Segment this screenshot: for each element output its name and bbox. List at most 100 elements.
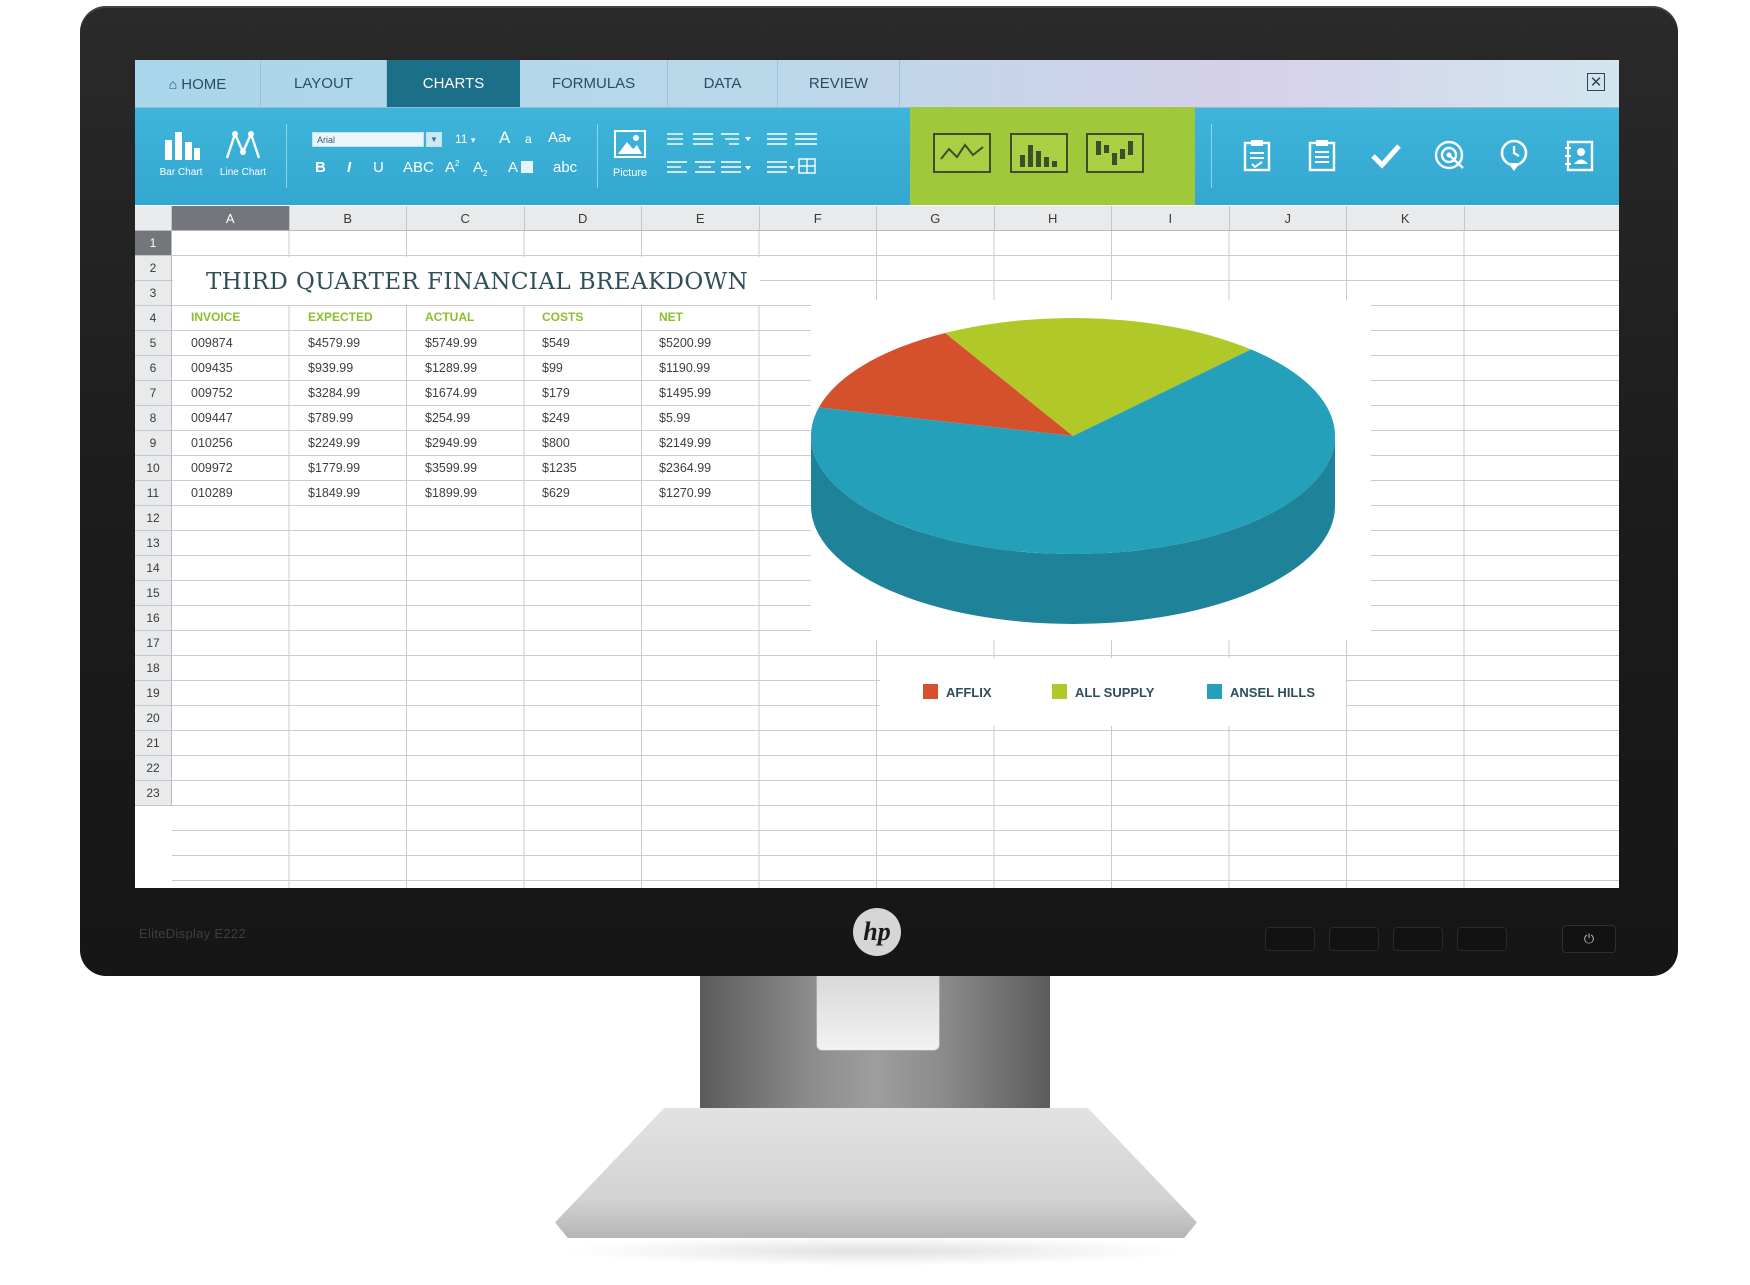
power-button[interactable]: ⏻ — [1562, 925, 1616, 953]
row-header-4[interactable]: 4 — [135, 306, 172, 331]
cell-actual-4[interactable]: $254.99 — [425, 411, 471, 425]
cell-actual-5[interactable]: $2949.99 — [425, 436, 478, 450]
clock-pin-icon[interactable] — [1497, 138, 1531, 172]
strikethrough-button[interactable]: ABC — [403, 159, 434, 176]
shrink-font-button[interactable]: a — [525, 132, 532, 146]
column-chart-style[interactable] — [1010, 133, 1068, 173]
row-header-2[interactable]: 2 — [135, 256, 172, 281]
cell-net-7[interactable]: $1270.99 — [659, 486, 712, 500]
tab-layout[interactable]: LAYOUT — [261, 60, 387, 107]
subscript-button[interactable]: A2 — [473, 159, 488, 178]
column-header-c[interactable]: C — [407, 206, 525, 230]
select-all-corner[interactable] — [135, 206, 172, 230]
cell-actual-1[interactable]: $5749.99 — [425, 336, 478, 350]
row-header-14[interactable]: 14 — [135, 556, 172, 581]
header-invoice[interactable]: INVOICE — [191, 310, 241, 324]
cell-costs-3[interactable]: $179 — [542, 386, 570, 400]
column-header-g[interactable]: G — [877, 206, 995, 230]
highlight-button[interactable]: A — [508, 159, 534, 176]
column-header-a[interactable]: A — [172, 206, 290, 230]
legend-ansel-hills[interactable]: ANSEL HILLS — [1207, 684, 1315, 700]
row-header-8[interactable]: 8 — [135, 406, 172, 431]
row-header-22[interactable]: 22 — [135, 756, 172, 781]
header-actual[interactable]: ACTUAL — [425, 310, 475, 324]
contact-book-icon[interactable] — [1562, 138, 1596, 172]
cell-actual-2[interactable]: $1289.99 — [425, 361, 478, 375]
row-header-17[interactable]: 17 — [135, 631, 172, 656]
cell-net-1[interactable]: $5200.99 — [659, 336, 712, 350]
column-header-d[interactable]: D — [525, 206, 642, 230]
cell-costs-7[interactable]: $629 — [542, 486, 570, 500]
superscript-button[interactable]: A2 — [445, 159, 460, 176]
checkmark-icon[interactable] — [1369, 138, 1403, 172]
font-name-input[interactable]: Arial — [312, 132, 424, 147]
close-icon[interactable]: ✕ — [1587, 73, 1605, 91]
cell-invoice-6[interactable]: 009972 — [191, 461, 233, 475]
line-chart-style[interactable] — [933, 133, 991, 173]
column-header-i[interactable]: I — [1112, 206, 1230, 230]
clipboard-edit-icon[interactable] — [1240, 138, 1274, 172]
tab-home[interactable]: ⌂ HOME — [135, 60, 261, 107]
paragraph-tools[interactable] — [665, 128, 825, 188]
target-icon[interactable] — [1433, 138, 1467, 172]
monitor-button-1[interactable] — [1265, 927, 1315, 951]
tab-charts[interactable]: CHARTS — [387, 60, 520, 107]
row-header-21[interactable]: 21 — [135, 731, 172, 756]
cell-costs-4[interactable]: $249 — [542, 411, 570, 425]
cell-costs-6[interactable]: $1235 — [542, 461, 577, 475]
cell-invoice-7[interactable]: 010289 — [191, 486, 233, 500]
header-expected[interactable]: EXPECTED — [308, 310, 373, 324]
underline-button[interactable]: U — [373, 159, 384, 176]
row-header-3[interactable]: 3 — [135, 281, 172, 306]
column-header-h[interactable]: H — [995, 206, 1112, 230]
grow-font-button[interactable]: A — [499, 128, 511, 147]
column-header-b[interactable]: B — [290, 206, 407, 230]
cell-net-6[interactable]: $2364.99 — [659, 461, 712, 475]
row-header-15[interactable]: 15 — [135, 581, 172, 606]
row-header-12[interactable]: 12 — [135, 506, 172, 531]
cell-net-4[interactable]: $5.99 — [659, 411, 691, 425]
row-header-19[interactable]: 19 — [135, 681, 172, 706]
font-dropdown-icon[interactable]: ▼ — [426, 132, 442, 147]
column-header-e[interactable]: E — [642, 206, 760, 230]
row-header-1[interactable]: 1 — [135, 231, 172, 256]
row-header-23[interactable]: 23 — [135, 781, 172, 806]
monitor-button-2[interactable] — [1329, 927, 1379, 951]
row-header-10[interactable]: 10 — [135, 456, 172, 481]
row-header-6[interactable]: 6 — [135, 356, 172, 381]
font-size-select[interactable]: 11 ▾ — [455, 132, 476, 146]
column-header-f[interactable]: F — [760, 206, 877, 230]
row-header-20[interactable]: 20 — [135, 706, 172, 731]
pie-chart[interactable] — [810, 300, 1371, 640]
cell-expected-4[interactable]: $789.99 — [308, 411, 354, 425]
cell-invoice-1[interactable]: 009874 — [191, 336, 233, 350]
tab-data[interactable]: DATA — [668, 60, 778, 107]
cell-invoice-5[interactable]: 010256 — [191, 436, 233, 450]
cell-costs-2[interactable]: $99 — [542, 361, 563, 375]
row-header-13[interactable]: 13 — [135, 531, 172, 556]
legend-afflix[interactable]: AFFLIX — [923, 684, 992, 700]
column-header-j[interactable]: J — [1230, 206, 1347, 230]
row-header-7[interactable]: 7 — [135, 381, 172, 406]
cell-invoice-4[interactable]: 009447 — [191, 411, 233, 425]
bar-chart-button[interactable] — [161, 128, 201, 164]
cell-actual-7[interactable]: $1899.99 — [425, 486, 478, 500]
clipboard-list-icon[interactable] — [1305, 138, 1339, 172]
bold-button[interactable]: B — [315, 159, 326, 176]
change-case-button[interactable]: Aa▾ — [548, 129, 571, 146]
cell-net-2[interactable]: $1190.99 — [659, 361, 711, 375]
cell-costs-5[interactable]: $800 — [542, 436, 570, 450]
cell-actual-6[interactable]: $3599.99 — [425, 461, 478, 475]
cell-expected-7[interactable]: $1849.99 — [308, 486, 361, 500]
stock-chart-style[interactable] — [1086, 133, 1144, 173]
cell-expected-3[interactable]: $3284.99 — [308, 386, 361, 400]
italic-button[interactable]: I — [347, 159, 352, 176]
row-header-5[interactable]: 5 — [135, 331, 172, 356]
row-header-9[interactable]: 9 — [135, 431, 172, 456]
cell-actual-3[interactable]: $1674.99 — [425, 386, 478, 400]
monitor-button-4[interactable] — [1457, 927, 1507, 951]
header-costs[interactable]: COSTS — [542, 310, 584, 324]
row-header-18[interactable]: 18 — [135, 656, 172, 681]
cell-costs-1[interactable]: $549 — [542, 336, 570, 350]
cell-invoice-3[interactable]: 009752 — [191, 386, 233, 400]
